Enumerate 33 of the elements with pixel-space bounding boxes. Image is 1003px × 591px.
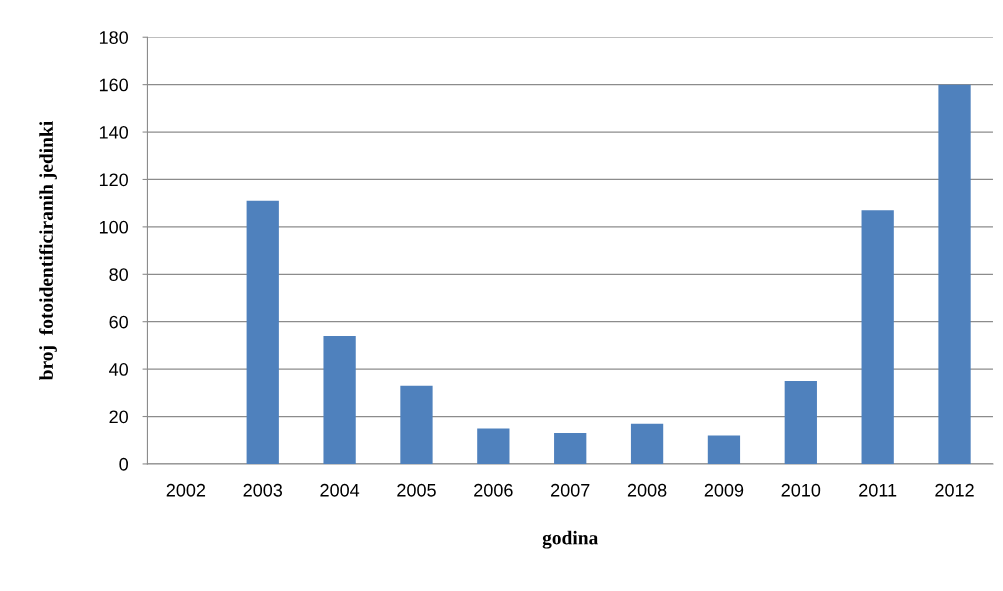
y-tick-label: 60 [109, 315, 128, 329]
x-tick-label: 2009 [704, 483, 744, 497]
y-tick-label: 20 [109, 410, 128, 424]
bar [323, 335, 356, 464]
x-tick-label: 2012 [935, 483, 974, 497]
bar [784, 380, 817, 464]
y-tick-label: 120 [99, 173, 128, 187]
bar [400, 385, 433, 464]
y-tick-label: 80 [109, 268, 128, 282]
bar [861, 210, 894, 464]
x-tick-label: 2008 [627, 483, 667, 497]
y-tick-label: 40 [109, 363, 128, 376]
x-tick-label: 2005 [397, 483, 436, 497]
x-tick-label: 2006 [474, 483, 513, 497]
x-tick-label: 2010 [781, 483, 821, 497]
y-tick-label: 180 [99, 31, 128, 44]
y-tick-label: 140 [99, 125, 128, 139]
y-tick-label: 160 [99, 78, 128, 92]
bar [938, 84, 971, 464]
x-tick-label: 2004 [320, 483, 360, 497]
y-axis-title: broj fotoidentificiranih jedinki [39, 121, 57, 381]
bar [246, 200, 279, 464]
x-tick-label: 2003 [243, 483, 283, 497]
bar [477, 428, 510, 464]
x-tick-label: 2011 [859, 483, 897, 497]
bar [554, 433, 587, 464]
y-tick-label: 0 [119, 457, 128, 471]
x-tick-label: 2002 [166, 483, 206, 497]
y-tick-label: 100 [99, 220, 128, 234]
x-axis-title: godina [542, 530, 599, 549]
bar [630, 423, 664, 464]
x-tick-label: 2007 [551, 483, 590, 497]
bar [707, 435, 741, 464]
